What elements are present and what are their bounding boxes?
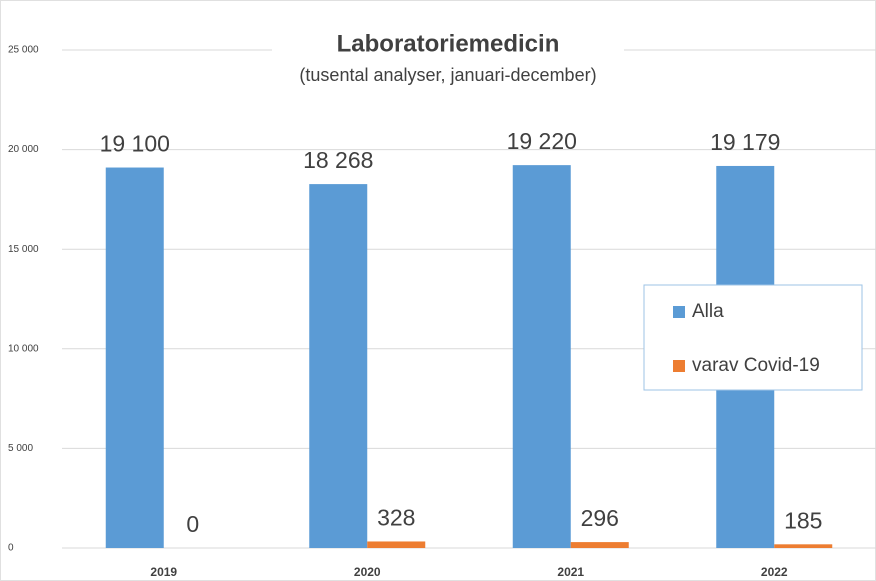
- legend-label: varav Covid-19: [692, 355, 820, 376]
- legend-swatch: [673, 360, 685, 372]
- legend-box: [643, 284, 863, 391]
- bar: [570, 542, 629, 548]
- bar: [309, 184, 368, 548]
- x-tick-label: 2021: [557, 565, 584, 579]
- data-label: 18 268: [303, 147, 373, 173]
- data-label: 185: [784, 507, 822, 533]
- y-tick-label: 15 000: [8, 244, 39, 255]
- chart-title: Laboratoriemedicin: [337, 30, 560, 57]
- data-label: 19 179: [710, 129, 780, 155]
- y-tick-label: 5 000: [8, 443, 33, 454]
- data-label: 0: [186, 511, 199, 537]
- legend-swatch: [673, 306, 685, 318]
- data-label: 19 220: [507, 128, 577, 154]
- x-tick-label: 2020: [354, 565, 381, 579]
- legend-label: Alla: [692, 301, 724, 322]
- y-tick-label: 10 000: [8, 343, 39, 354]
- y-tick-label: 25 000: [8, 45, 39, 56]
- chart-subtitle: (tusental analyser, januari-december): [299, 65, 596, 85]
- x-tick-label: 2019: [150, 565, 177, 579]
- title-background: [272, 22, 624, 92]
- bar: [774, 544, 833, 548]
- bars: [105, 165, 833, 548]
- data-label: 19 100: [100, 131, 170, 157]
- y-tick-label: 0: [8, 543, 14, 554]
- bar: [105, 167, 164, 548]
- y-tick-label: 20 000: [8, 144, 39, 155]
- data-label: 328: [377, 505, 415, 531]
- data-label: 296: [581, 505, 619, 531]
- bar: [512, 165, 571, 548]
- x-tick-label: 2022: [761, 565, 788, 579]
- bar: [367, 541, 426, 548]
